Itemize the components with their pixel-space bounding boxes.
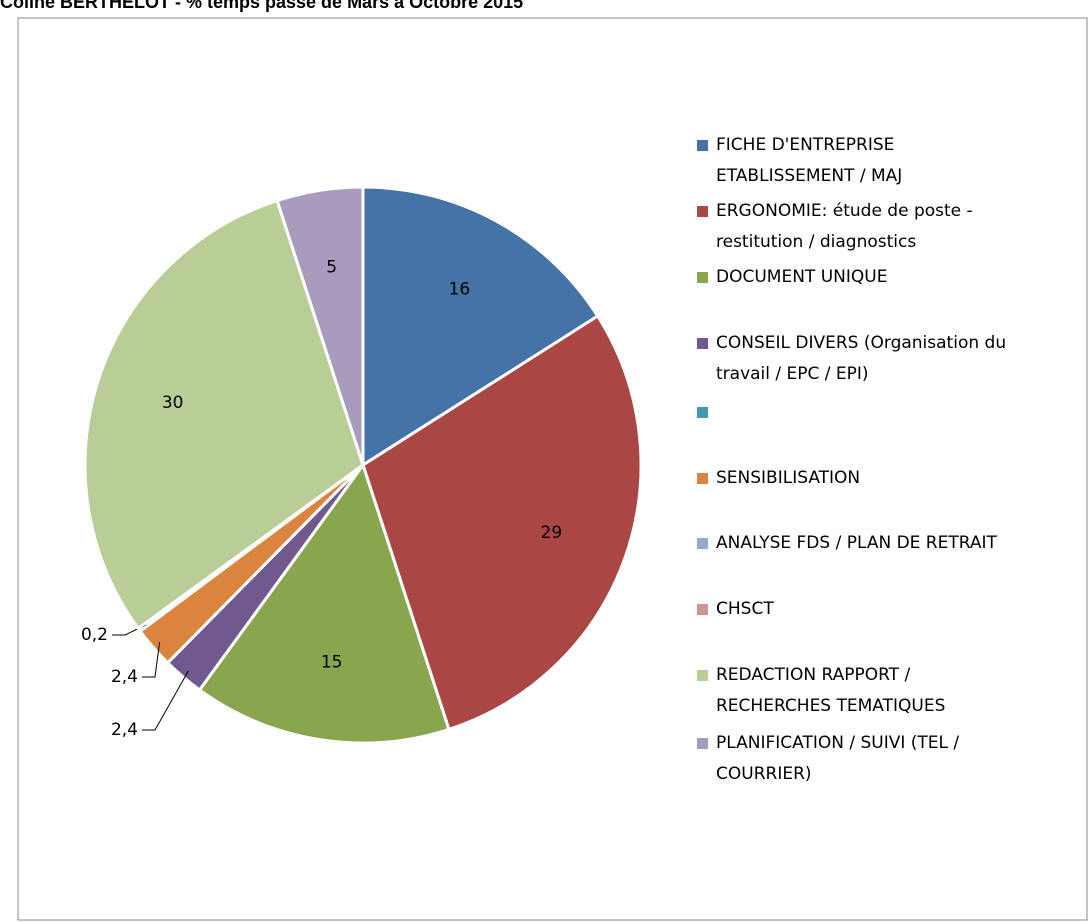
legend-item: SENSIBILISATION (697, 463, 1027, 494)
legend-label: PLANIFICATION / SUIVI (TEL / COURRIER) (716, 733, 960, 784)
legend-label: ERGONOMIE: étude de poste - restitution … (716, 201, 973, 252)
data-label: 29 (541, 523, 563, 543)
legend-swatch (697, 407, 708, 418)
legend-item: CHSCT (697, 594, 1027, 625)
legend-swatch (697, 473, 708, 484)
pie-slice (275, 185, 365, 466)
leader-line (142, 641, 161, 678)
legend-item: FICHE D'ENTREPRISE ETABLISSEMENT / MAJ (697, 130, 1027, 192)
legend-label: FICHE D'ENTREPRISE ETABLISSEMENT / MAJ (716, 135, 903, 186)
legend-item: ANALYSE FDS / PLAN DE RETRAIT (697, 528, 1027, 559)
legend-label: CONSEIL DIVERS (Organisation du travail … (716, 333, 1007, 384)
legend-item: DOCUMENT UNIQUE (697, 262, 1027, 293)
legend-item: ERGONOMIE: étude de poste - restitution … (697, 196, 1027, 258)
legend-label: DOCUMENT UNIQUE (716, 267, 888, 287)
legend-label: ANALYSE FDS / PLAN DE RETRAIT (716, 533, 997, 553)
legend-swatch (697, 272, 708, 283)
legend-label: REDACTION RAPPORT / RECHERCHES TEMATIQUE… (716, 665, 946, 716)
pie-slice (361, 185, 600, 468)
legend-swatch (697, 140, 708, 151)
legend-item: PLANIFICATION / SUIVI (TEL / COURRIER) (697, 728, 1027, 790)
legend-swatch (697, 670, 708, 681)
legend-item: REDACTION RAPPORT / RECHERCHES TEMATIQUE… (697, 660, 1027, 722)
legend-swatch (697, 738, 708, 749)
pie-slice (83, 198, 365, 631)
legend-swatch (697, 604, 708, 615)
pie-slice (197, 461, 451, 745)
data-label: 16 (449, 280, 471, 300)
chart-title: Coline BERTHELOT - % temps passé de Mars… (0, 0, 523, 12)
legend-swatch (697, 206, 708, 217)
data-label: 2,4 (111, 667, 138, 687)
legend-swatch (697, 538, 708, 549)
legend-item: CONSEIL DIVERS (Organisation du travail … (697, 328, 1027, 390)
data-label: 15 (321, 653, 343, 673)
leader-line (142, 670, 189, 731)
pie-slice (361, 313, 643, 732)
data-label: 2,4 (111, 720, 138, 740)
legend-swatch (697, 338, 708, 349)
data-label: 0,2 (81, 625, 108, 645)
legend-label: CHSCT (716, 599, 774, 619)
legend-label: SENSIBILISATION (716, 468, 861, 488)
data-label: 30 (162, 393, 184, 413)
data-label: 5 (326, 257, 337, 277)
